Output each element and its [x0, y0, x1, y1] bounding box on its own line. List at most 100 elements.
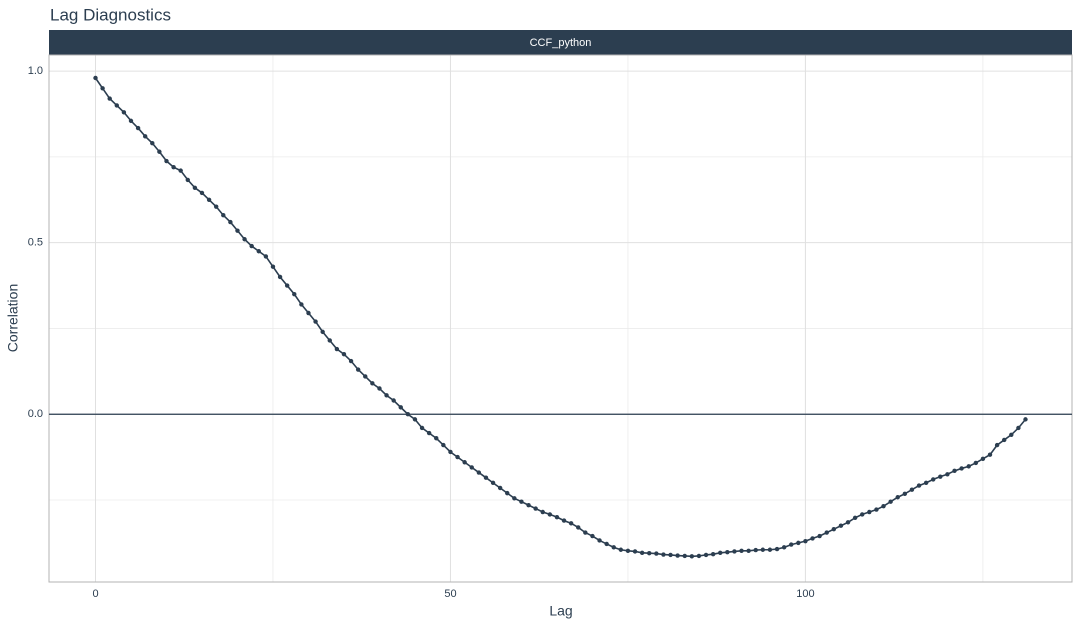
data-point — [576, 525, 581, 530]
data-point — [909, 487, 915, 492]
data-point — [945, 472, 950, 477]
data-point — [583, 530, 588, 535]
data-point — [150, 140, 155, 146]
data-point — [703, 552, 709, 558]
facet-label: CCF_python — [530, 37, 592, 49]
data-point — [249, 243, 254, 249]
data-point — [718, 550, 723, 556]
data-point — [412, 417, 418, 422]
x-tick-label: 100 — [796, 588, 814, 600]
data-point — [334, 346, 340, 352]
data-point — [199, 190, 205, 196]
data-point — [632, 549, 638, 554]
data-point — [93, 75, 98, 81]
data-point — [753, 547, 758, 553]
data-point — [1002, 437, 1007, 443]
data-point — [590, 533, 595, 539]
data-point — [469, 465, 474, 470]
data-point — [221, 213, 226, 218]
data-point — [483, 475, 489, 480]
data-point — [341, 351, 347, 357]
x-axis-label: Lag — [549, 603, 572, 619]
data-point — [895, 495, 900, 500]
data-point — [725, 549, 730, 555]
y-tick-label: 0.0 — [28, 408, 43, 420]
data-point — [306, 310, 311, 316]
data-point — [434, 436, 439, 441]
y-axis-label: Correlation — [5, 284, 21, 352]
data-point — [519, 499, 524, 504]
data-point — [597, 538, 602, 543]
data-point — [185, 177, 190, 183]
data-point — [803, 538, 808, 544]
data-point — [405, 412, 411, 417]
data-point — [497, 485, 503, 491]
data-point — [923, 480, 929, 486]
data-point — [547, 512, 553, 517]
data-point — [171, 164, 176, 170]
data-point — [824, 530, 829, 535]
plot-area: 0 50 100 0.0 0.5 1.0 — [28, 54, 1073, 600]
data-point — [1009, 432, 1014, 438]
data-point — [476, 470, 482, 475]
data-point — [710, 552, 716, 557]
data-point — [561, 518, 567, 523]
data-point — [604, 541, 609, 547]
data-point — [675, 553, 680, 558]
data-point — [831, 526, 837, 532]
data-point — [732, 549, 737, 554]
x-tick-label: 50 — [444, 588, 456, 600]
data-point — [284, 283, 290, 288]
data-point — [689, 554, 695, 559]
data-point — [512, 496, 517, 501]
chart-title: Lag Diagnostics — [50, 5, 171, 24]
data-point — [505, 490, 510, 496]
data-point — [860, 512, 865, 517]
data-point — [902, 491, 908, 497]
data-point — [881, 503, 886, 509]
data-point — [462, 460, 467, 465]
data-point — [781, 545, 787, 550]
data-point — [235, 228, 240, 233]
data-point — [299, 302, 304, 307]
data-point — [760, 547, 766, 552]
y-tick-label: 0.5 — [28, 237, 43, 249]
data-point — [164, 158, 169, 164]
data-point — [277, 274, 283, 280]
data-point — [966, 464, 971, 469]
data-point — [526, 502, 531, 508]
data-point — [867, 509, 872, 515]
data-point — [256, 249, 261, 254]
data-point — [107, 96, 112, 101]
data-point — [490, 480, 496, 486]
data-point — [135, 125, 141, 131]
data-point — [852, 515, 858, 521]
data-point — [242, 237, 247, 242]
data-point — [128, 118, 134, 124]
data-point — [668, 552, 673, 558]
data-point — [100, 86, 105, 91]
data-point — [647, 550, 652, 556]
facet-strip — [49, 30, 1072, 55]
data-point — [654, 551, 659, 556]
data-point — [157, 149, 162, 154]
data-point — [533, 506, 538, 511]
data-point — [213, 204, 219, 209]
data-point — [618, 547, 624, 552]
data-point — [384, 393, 389, 398]
data-point — [789, 542, 794, 547]
data-point — [916, 483, 922, 488]
data-point — [838, 523, 844, 528]
data-point — [959, 466, 964, 471]
panel-border — [48, 54, 1073, 583]
data-point — [441, 442, 446, 448]
data-point — [973, 460, 979, 466]
data-point — [398, 405, 403, 410]
data-point — [661, 552, 666, 557]
data-point — [419, 425, 425, 431]
data-point — [845, 520, 851, 525]
data-point — [767, 547, 773, 552]
data-point — [796, 540, 801, 546]
data-point — [639, 550, 645, 556]
